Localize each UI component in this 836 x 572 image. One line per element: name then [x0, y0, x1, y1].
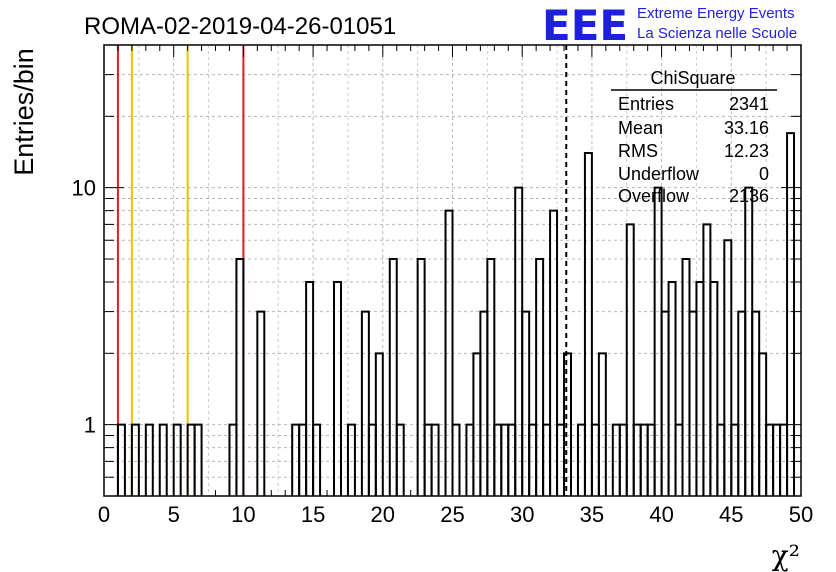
- histogram-bar: [312, 423, 322, 496]
- histogram-bar: [514, 186, 524, 496]
- stats-label-overflow: Overflow: [618, 186, 690, 206]
- stats-value-overflow: 2136: [729, 186, 769, 206]
- stats-box: ChiSquare Entries 2341 Mean 33.16 RMS 12…: [611, 68, 777, 206]
- histogram-bar: [751, 310, 761, 496]
- histogram-bar: [737, 310, 747, 496]
- histogram-bar: [549, 209, 559, 496]
- stats-value-entries: 2341: [729, 94, 769, 114]
- histogram-bar: [444, 209, 454, 496]
- x-tick-label: 25: [440, 502, 464, 527]
- histogram-bar: [583, 152, 593, 496]
- x-tick-label: 30: [510, 502, 534, 527]
- histogram-bar: [786, 132, 796, 496]
- x-tick-label: 50: [789, 502, 813, 527]
- histogram-bar: [144, 423, 154, 496]
- x-tick-label: 35: [580, 502, 604, 527]
- stats-row: RMS 12.23: [618, 141, 769, 161]
- histogram-bar: [374, 352, 384, 496]
- histogram-bars: [116, 132, 796, 496]
- x-axis-label: χ²: [772, 539, 800, 572]
- y-tick-label: 1: [84, 413, 96, 438]
- histogram-bar: [744, 186, 754, 496]
- stats-row: Entries 2341: [618, 94, 769, 114]
- stats-label-underflow: Underflow: [618, 164, 700, 184]
- histogram-bar: [521, 310, 531, 496]
- histogram-bar: [346, 423, 356, 496]
- stats-value-underflow: 0: [759, 164, 769, 184]
- stats-label-entries: Entries: [618, 94, 674, 114]
- y-tick-label: 10: [72, 176, 96, 201]
- histogram-bar: [305, 280, 315, 496]
- histogram-bar: [653, 186, 663, 496]
- histogram-bar: [667, 280, 677, 496]
- axes: 0 5 10 15 20 25 30 35 40 45 50 1 10: [72, 44, 813, 527]
- histogram-bar: [723, 239, 733, 496]
- histogram-bar: [681, 258, 691, 496]
- histogram-bar: [333, 280, 342, 496]
- reference-lines: [116, 45, 568, 496]
- x-tick-label: 5: [168, 502, 180, 527]
- histogram-bar: [709, 280, 719, 496]
- x-tick-label: 10: [231, 502, 255, 527]
- histogram-bar: [416, 258, 426, 496]
- histogram-bar: [158, 423, 168, 496]
- stats-label-mean: Mean: [618, 118, 663, 138]
- histogram-bar: [563, 352, 572, 496]
- histogram-bar: [479, 310, 489, 496]
- eee-logo-mark: EEE: [542, 1, 628, 50]
- histogram-bar: [235, 258, 245, 496]
- histogram-bar: [702, 223, 712, 496]
- eee-logo-line2: La Scienza nelle Scuole: [637, 25, 797, 42]
- x-tick-label: 0: [98, 502, 110, 527]
- histogram-bar: [695, 280, 705, 496]
- histogram-bar: [172, 423, 182, 496]
- stats-row: Mean 33.16: [618, 118, 769, 138]
- x-tick-label: 15: [301, 502, 325, 527]
- histogram-bar: [660, 310, 670, 496]
- eee-logo: EEE Extreme Energy Events La Scienza nel…: [542, 1, 797, 50]
- stats-value-rms: 12.23: [724, 141, 769, 161]
- histogram-bar: [388, 258, 398, 496]
- histogram-bar: [625, 223, 635, 496]
- histogram-bar: [130, 423, 140, 496]
- stats-row: Overflow 2136: [618, 186, 769, 206]
- histogram-bar: [688, 310, 698, 496]
- histogram-bar: [430, 423, 440, 496]
- histogram-bar: [535, 258, 545, 496]
- histogram-bar: [451, 423, 461, 496]
- y-axis-label: Entries/bin: [9, 48, 39, 176]
- stats-title: ChiSquare: [650, 68, 735, 88]
- stats-value-mean: 33.16: [724, 118, 769, 138]
- histogram-bar: [597, 352, 607, 496]
- stats-row: Underflow 0: [618, 164, 769, 184]
- eee-logo-line1: Extreme Energy Events: [637, 5, 795, 22]
- x-tick-label: 40: [649, 502, 673, 527]
- histogram-bar: [256, 310, 266, 496]
- stats-label-rms: RMS: [618, 141, 658, 161]
- histogram-bar: [486, 258, 496, 496]
- histogram-bar: [395, 423, 405, 496]
- x-tick-label: 45: [719, 502, 743, 527]
- histogram-bar: [193, 423, 203, 496]
- histogram-bar: [360, 310, 370, 496]
- chart-title: ROMA-02-2019-04-26-01051: [84, 13, 396, 40]
- x-tick-label: 20: [371, 502, 395, 527]
